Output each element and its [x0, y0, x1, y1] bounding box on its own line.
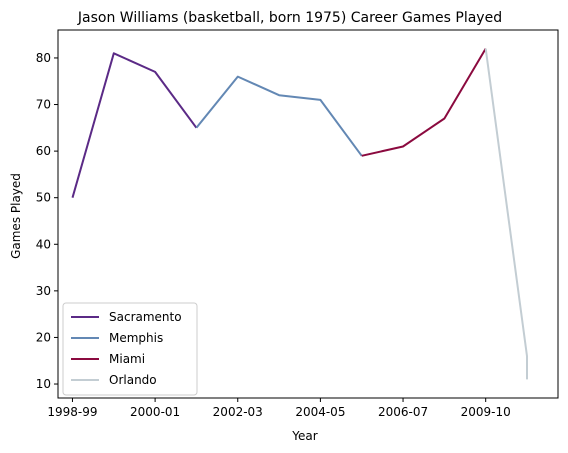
legend-label-orlando: Orlando	[109, 373, 157, 387]
x-tick-label: 2000-01	[130, 405, 180, 419]
legend-label-sacramento: Sacramento	[109, 310, 182, 324]
series-layer	[71, 48, 528, 380]
y-tick-label: 10	[36, 377, 51, 391]
legend-label-memphis: Memphis	[109, 331, 163, 345]
x-tick-label: 1998-99	[47, 405, 97, 419]
plot-area	[57, 29, 559, 399]
y-axis: 10 20 30 40 50 60 70 80	[36, 51, 58, 391]
x-tick-label: 2006-07	[378, 405, 428, 419]
y-tick-label: 40	[36, 237, 51, 251]
legend-label-miami: Miami	[109, 352, 145, 366]
y-tick-label: 50	[36, 191, 51, 205]
legend-box	[62, 302, 198, 396]
series-line-memphis	[195, 75, 363, 157]
chart-title: Jason Williams (basketball, born 1975) C…	[77, 10, 502, 26]
series-line-miami	[361, 48, 487, 157]
legend: Sacramento Memphis Miami Orlando	[62, 302, 198, 396]
series-line-orlando	[484, 48, 528, 380]
y-tick-label: 20	[36, 330, 51, 344]
x-tick-label: 2004-05	[295, 405, 345, 419]
series-line-sacramento	[71, 52, 198, 198]
y-tick-label: 30	[36, 284, 51, 298]
x-axis: 1998-99 2000-01 2002-03 2004-05 2006-07 2009-…	[47, 398, 511, 419]
y-tick-label: 60	[36, 144, 51, 158]
x-axis-label: Year	[291, 429, 317, 443]
y-tick-label: 80	[36, 51, 51, 65]
x-tick-label: 2002-03	[213, 405, 263, 419]
y-axis-label: Games Played	[9, 173, 23, 259]
x-tick-label: 2009-10	[461, 405, 511, 419]
plot-frame	[57, 29, 559, 399]
y-tick-label: 70	[36, 98, 51, 112]
